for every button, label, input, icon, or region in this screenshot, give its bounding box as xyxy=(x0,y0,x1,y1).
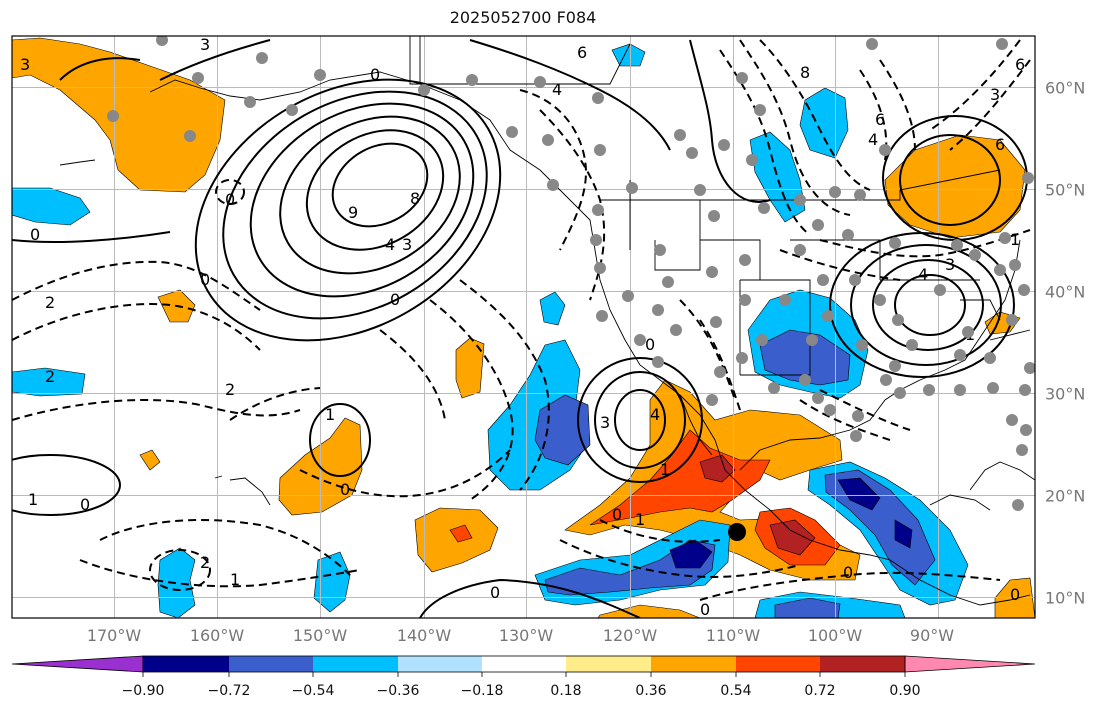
contour-label: 1 xyxy=(635,510,645,529)
contour-label: 2 xyxy=(200,553,210,572)
colorbar-tick-label: 0.90 xyxy=(889,683,921,699)
coastlines xyxy=(59,36,1035,606)
solid-contours xyxy=(12,39,1028,618)
contour-label: 0 xyxy=(80,495,90,514)
contour-labels: 3 6 4 8 3 0 0 8 6 9 4 3 1 0 0 2 0 2 2 1 … xyxy=(20,35,1025,619)
lon-label: 90°W xyxy=(909,626,955,645)
contour-label: 4 xyxy=(868,130,878,149)
contour-label: 0 xyxy=(700,600,710,619)
colorbar-bin xyxy=(143,656,229,672)
colorbar-tick-label: 0.54 xyxy=(720,683,752,699)
colorbar-bin xyxy=(229,656,313,672)
colorbar-under xyxy=(11,655,144,673)
contour-label: 8 xyxy=(800,63,810,82)
contour-label: 6 xyxy=(577,43,587,62)
lat-label: 50°N xyxy=(1045,180,1086,200)
lon-label: 170°W xyxy=(86,626,142,645)
lon-label: 120°W xyxy=(602,626,658,645)
contour-label: 3 xyxy=(200,35,210,54)
contour-label: 3 xyxy=(945,255,955,274)
contour-label: 6 xyxy=(995,135,1005,154)
contour-label: 2 xyxy=(45,293,55,312)
contour-label: 0 xyxy=(30,225,40,244)
contour-label: 3 xyxy=(402,235,412,254)
colorbar-bin xyxy=(736,656,820,672)
contour-label: 0 xyxy=(645,335,655,354)
contour-label: 0 xyxy=(390,290,400,309)
map-frame xyxy=(11,35,1036,619)
colorbar-tick-label: −0.90 xyxy=(121,683,165,699)
lat-label: 10°N xyxy=(1045,588,1086,608)
colorbar-tick-label: 0.36 xyxy=(635,683,667,699)
contour-label: 0 xyxy=(225,190,235,209)
lat-label: 20°N xyxy=(1045,486,1086,506)
contour-label: 4 xyxy=(650,405,660,424)
contour-label: 3 xyxy=(20,55,30,74)
contour-label: 3 xyxy=(990,85,1000,104)
contour-label: 4 xyxy=(385,235,395,254)
contour-label: 0 xyxy=(340,480,350,499)
colorbar-tick-label: −0.36 xyxy=(376,683,420,699)
contour-label: 4 xyxy=(552,80,562,99)
contour-label: 8 xyxy=(410,189,420,208)
lat-label: 30°N xyxy=(1045,384,1086,404)
contour-label: 1 xyxy=(230,570,240,589)
negative-anomaly-shading xyxy=(12,43,969,618)
lat-label: 40°N xyxy=(1045,282,1086,302)
contour-label: 0 xyxy=(612,505,622,524)
colorbar-tick-label: −0.54 xyxy=(291,683,335,699)
colorbar-bin xyxy=(820,656,905,672)
contour-label: 1 xyxy=(1010,230,1020,249)
station-dots xyxy=(107,36,1035,511)
contour-label: 1 xyxy=(660,460,670,479)
contour-label: 1 xyxy=(325,405,335,424)
contour-label: 4 xyxy=(918,265,928,284)
contour-label: 2 xyxy=(225,380,235,399)
contour-label: 6 xyxy=(1015,55,1025,74)
colorbar-over xyxy=(904,655,1036,673)
colorbar-bin xyxy=(482,656,566,672)
colorbar-tick-label: 0.72 xyxy=(804,683,836,699)
contour-label: 9 xyxy=(348,203,358,222)
storm-center-marker xyxy=(728,523,746,541)
contour-label: 0 xyxy=(370,65,380,84)
lon-label: 150°W xyxy=(292,626,348,645)
contour-label: 0 xyxy=(200,270,210,289)
colorbar xyxy=(11,655,1036,677)
contour-label: 0 xyxy=(843,563,853,582)
lat-label: 60°N xyxy=(1045,78,1086,98)
lon-label: 140°W xyxy=(396,626,452,645)
contour-label: 0 xyxy=(490,583,500,602)
lon-label: 110°W xyxy=(705,626,761,645)
contour-label: 3 xyxy=(600,413,610,432)
contour-label: 1 xyxy=(28,490,38,509)
contour-label: 6 xyxy=(875,110,885,129)
colorbar-tick-label: −0.18 xyxy=(460,683,504,699)
lon-label: 100°W xyxy=(807,626,863,645)
contour-label: 0 xyxy=(1010,585,1020,604)
colorbar-bin xyxy=(566,656,651,672)
lon-label: 160°W xyxy=(189,626,245,645)
colorbar-bin xyxy=(313,656,398,672)
contour-label: 2 xyxy=(45,367,55,386)
colorbar-tick-label: −0.72 xyxy=(207,683,251,699)
colorbar-bin xyxy=(398,656,482,672)
colorbar-tick-label: 0.18 xyxy=(550,683,582,699)
map-title: 2025052700 F084 xyxy=(449,8,597,27)
lon-label: 130°W xyxy=(498,626,554,645)
colorbar-bin xyxy=(651,656,736,672)
